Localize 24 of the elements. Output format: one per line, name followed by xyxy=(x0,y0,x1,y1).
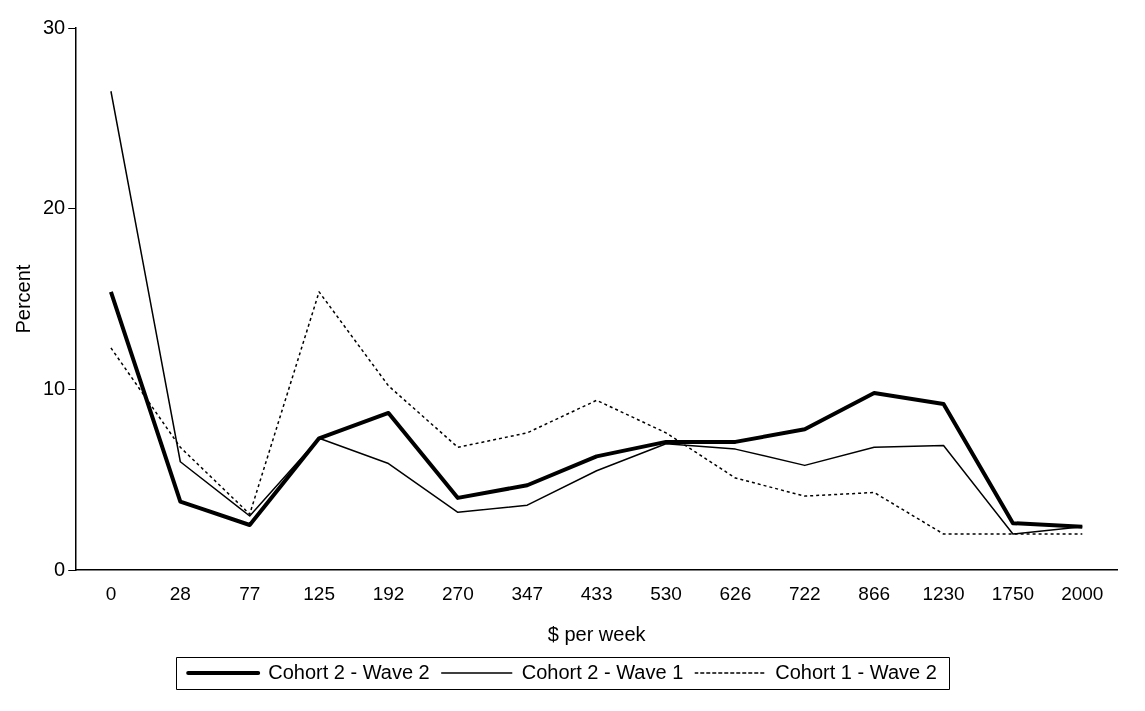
y-tick-label: 30 xyxy=(43,15,66,38)
x-tick-label: 347 xyxy=(511,582,544,604)
x-tick-label: 28 xyxy=(169,582,191,604)
x-tick-label: 1750 xyxy=(991,582,1035,604)
legend-label: Cohort 1 - Wave 2 xyxy=(775,660,937,683)
legend-label: Cohort 2 - Wave 1 xyxy=(521,660,684,683)
x-tick-label: 125 xyxy=(303,582,335,604)
x-tick-label: 626 xyxy=(719,582,752,604)
x-tick-label: 77 xyxy=(239,582,261,604)
x-tick-label: 0 xyxy=(105,582,117,604)
x-tick-label: 192 xyxy=(372,582,405,604)
y-axis-title: Percent xyxy=(11,264,34,334)
x-tick-label: 433 xyxy=(580,582,613,604)
x-tick-label: 530 xyxy=(650,582,682,604)
x-axis-title: $ per week xyxy=(547,622,647,645)
x-tick-label: 722 xyxy=(788,582,821,604)
x-tick-label: 270 xyxy=(442,582,474,604)
x-tick-label: 2000 xyxy=(1061,582,1104,604)
x-tick-label: 866 xyxy=(858,582,891,604)
y-tick-label: 10 xyxy=(43,376,66,399)
x-tick-label: 1230 xyxy=(922,582,965,604)
y-tick-label: 20 xyxy=(43,196,66,219)
legend-label: Cohort 2 - Wave 2 xyxy=(268,660,430,683)
y-tick-label: 0 xyxy=(54,557,66,580)
